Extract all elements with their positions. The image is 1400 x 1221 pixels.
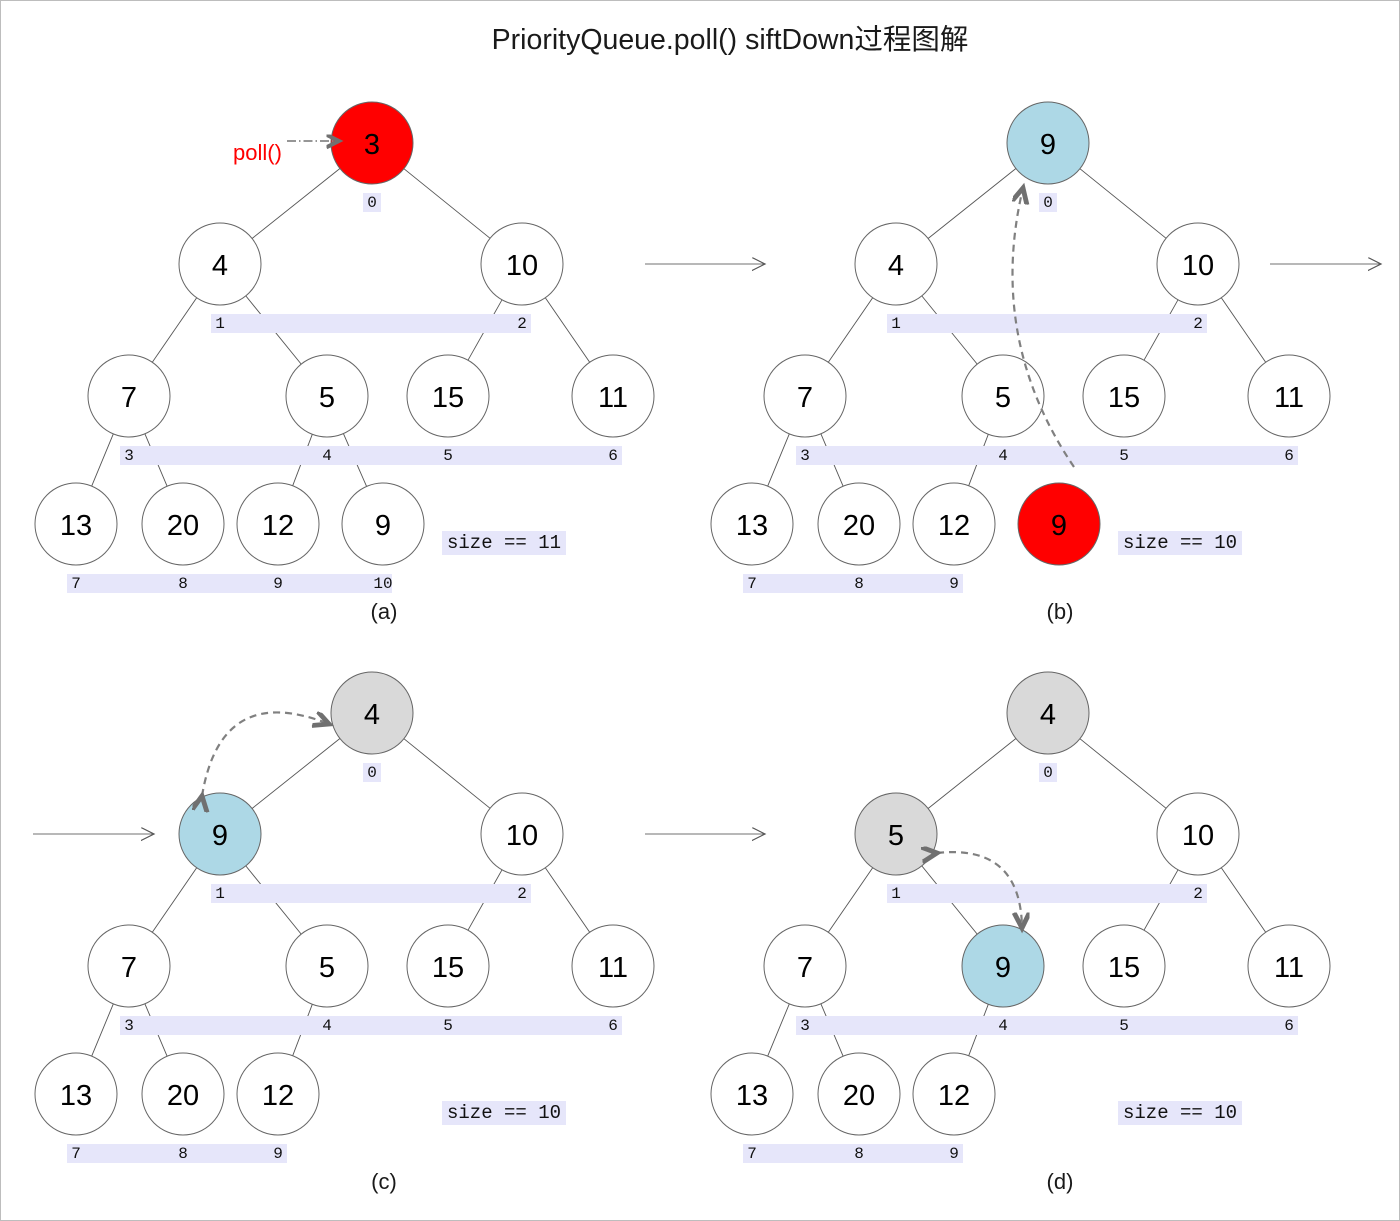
- svg-text:10: 10: [506, 820, 538, 852]
- svg-text:2: 2: [517, 315, 527, 333]
- svg-text:6: 6: [608, 1017, 618, 1035]
- svg-text:10: 10: [506, 250, 538, 282]
- svg-text:13: 13: [60, 510, 92, 542]
- svg-text:9: 9: [212, 820, 228, 852]
- svg-text:4: 4: [888, 250, 904, 282]
- svg-text:3: 3: [364, 129, 380, 161]
- svg-text:3: 3: [124, 447, 134, 465]
- svg-text:1: 1: [215, 315, 225, 333]
- svg-text:10: 10: [1182, 820, 1214, 852]
- svg-text:12: 12: [938, 1080, 970, 1112]
- svg-text:12: 12: [938, 510, 970, 542]
- svg-text:5: 5: [1119, 447, 1129, 465]
- svg-text:9: 9: [995, 952, 1011, 984]
- svg-text:13: 13: [736, 510, 768, 542]
- svg-text:5: 5: [888, 820, 904, 852]
- svg-text:4: 4: [322, 1017, 332, 1035]
- svg-text:5: 5: [319, 952, 335, 984]
- svg-text:9: 9: [375, 510, 391, 542]
- svg-text:13: 13: [60, 1080, 92, 1112]
- svg-text:4: 4: [212, 250, 228, 282]
- svg-text:9: 9: [949, 1145, 959, 1163]
- svg-text:11: 11: [598, 382, 628, 414]
- svg-text:3: 3: [124, 1017, 134, 1035]
- svg-text:4: 4: [322, 447, 332, 465]
- svg-text:0: 0: [1043, 764, 1053, 782]
- svg-text:7: 7: [747, 1145, 757, 1163]
- svg-text:1: 1: [215, 885, 225, 903]
- svg-text:7: 7: [797, 382, 813, 414]
- svg-text:3: 3: [800, 1017, 810, 1035]
- svg-text:12: 12: [262, 510, 294, 542]
- svg-text:7: 7: [121, 952, 137, 984]
- svg-text:0: 0: [367, 764, 377, 782]
- svg-text:5: 5: [319, 382, 335, 414]
- svg-text:9: 9: [1051, 510, 1067, 542]
- svg-text:11: 11: [598, 952, 628, 984]
- svg-text:7: 7: [71, 1145, 81, 1163]
- svg-text:2: 2: [1193, 885, 1203, 903]
- svg-text:9: 9: [1040, 129, 1056, 161]
- svg-text:15: 15: [432, 952, 464, 984]
- svg-text:9: 9: [273, 1145, 283, 1163]
- svg-text:2: 2: [517, 885, 527, 903]
- svg-text:8: 8: [178, 1145, 188, 1163]
- svg-text:11: 11: [1274, 952, 1304, 984]
- svg-text:15: 15: [1108, 952, 1140, 984]
- svg-text:0: 0: [367, 194, 377, 212]
- svg-text:4: 4: [1040, 699, 1056, 731]
- svg-text:20: 20: [843, 1080, 875, 1112]
- svg-text:10: 10: [1182, 250, 1214, 282]
- svg-text:4: 4: [998, 447, 1008, 465]
- svg-text:3: 3: [800, 447, 810, 465]
- svg-text:6: 6: [1284, 1017, 1294, 1035]
- svg-text:4: 4: [364, 699, 380, 731]
- svg-text:15: 15: [1108, 382, 1140, 414]
- svg-text:11: 11: [1274, 382, 1304, 414]
- svg-text:12: 12: [262, 1080, 294, 1112]
- svg-text:8: 8: [854, 1145, 864, 1163]
- svg-text:20: 20: [843, 510, 875, 542]
- svg-text:1: 1: [891, 315, 901, 333]
- svg-text:15: 15: [432, 382, 464, 414]
- svg-text:5: 5: [995, 382, 1011, 414]
- svg-text:13: 13: [736, 1080, 768, 1112]
- svg-text:1: 1: [891, 885, 901, 903]
- svg-text:5: 5: [443, 1017, 453, 1035]
- svg-text:5: 5: [443, 447, 453, 465]
- svg-text:0: 0: [1043, 194, 1053, 212]
- svg-text:7: 7: [797, 952, 813, 984]
- svg-text:4: 4: [998, 1017, 1008, 1035]
- svg-text:6: 6: [608, 447, 618, 465]
- svg-text:6: 6: [1284, 447, 1294, 465]
- svg-text:20: 20: [167, 510, 199, 542]
- svg-text:7: 7: [121, 382, 137, 414]
- svg-text:5: 5: [1119, 1017, 1129, 1035]
- svg-text:20: 20: [167, 1080, 199, 1112]
- svg-text:2: 2: [1193, 315, 1203, 333]
